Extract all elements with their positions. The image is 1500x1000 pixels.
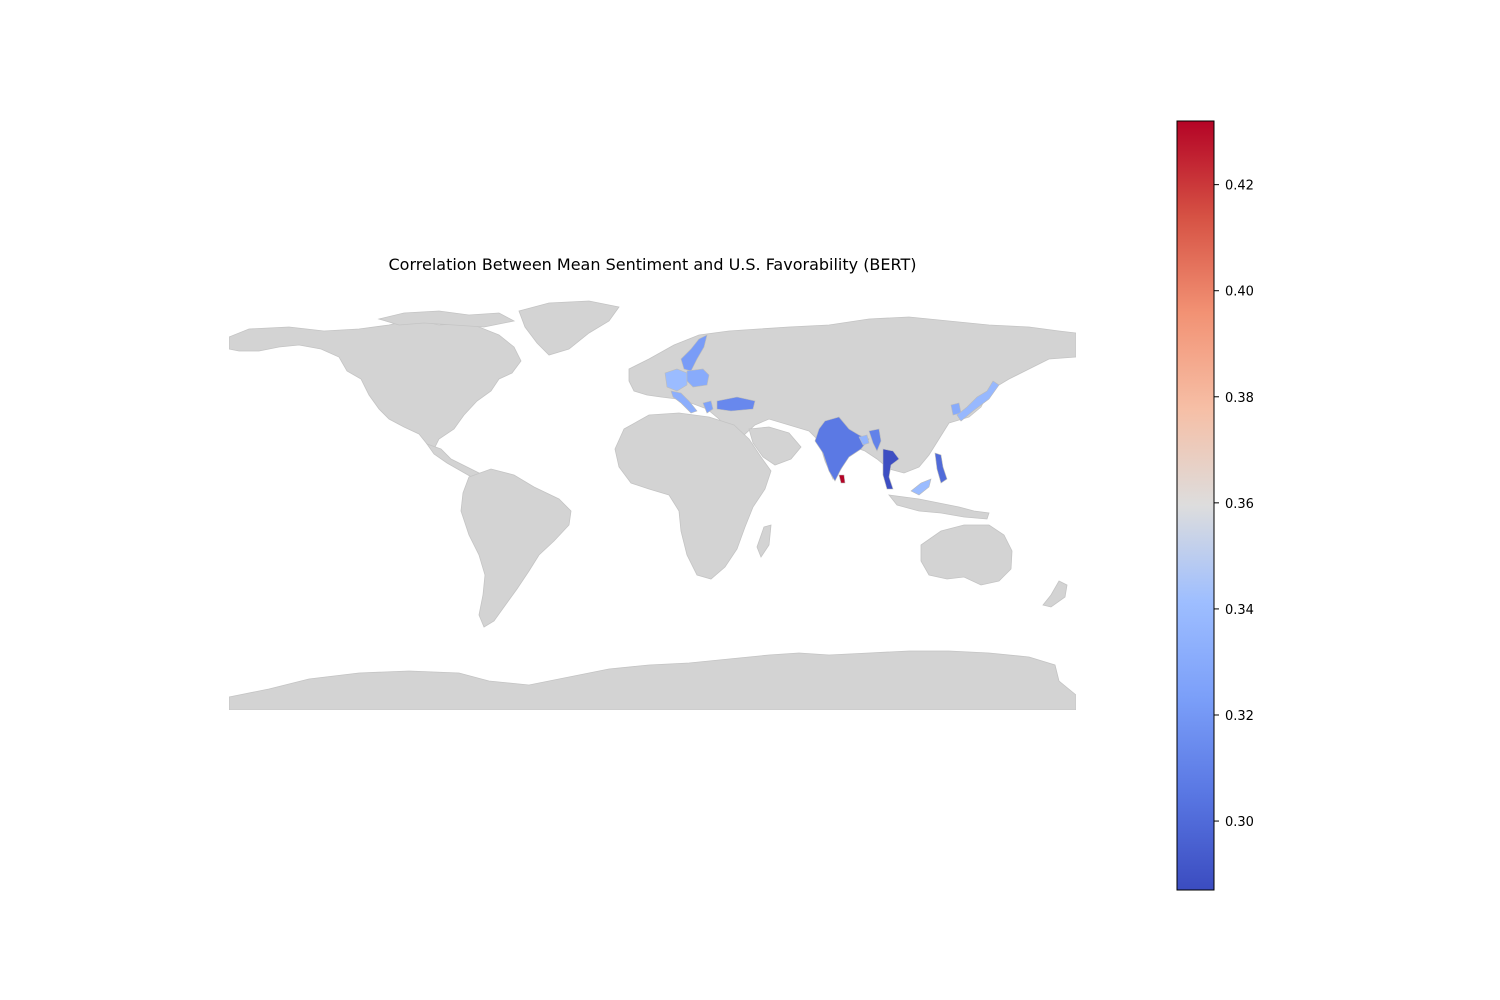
region-bangladesh xyxy=(858,434,870,446)
land-arctic-islands xyxy=(377,310,516,328)
region-thailand xyxy=(882,448,900,490)
region-japan xyxy=(956,380,1000,422)
world-map xyxy=(229,300,1076,710)
colorbar-tick-label: 0.42 xyxy=(1225,179,1254,194)
colorbar-gradient xyxy=(1176,120,1215,891)
colorbar-tick-label: 0.38 xyxy=(1225,391,1254,406)
region-greece xyxy=(702,400,714,414)
colorbar: 0.30 0.32 0.34 0.36 0.38 0.40 0.42 xyxy=(1176,120,1254,891)
countries-with-data xyxy=(664,334,1000,496)
land-indonesia xyxy=(888,494,990,520)
region-turkey xyxy=(716,396,756,412)
colorbar-tick-label: 0.40 xyxy=(1225,285,1254,300)
region-malaysia xyxy=(910,478,932,496)
colorbar-tick-label: 0.32 xyxy=(1225,709,1254,724)
land-no-data xyxy=(229,300,1076,710)
region-philippines xyxy=(934,452,948,484)
land-australia xyxy=(920,524,1013,586)
region-poland xyxy=(686,368,710,388)
colorbar-tick-label: 0.34 xyxy=(1225,603,1254,618)
colorbar-ticks: 0.30 0.32 0.34 0.36 0.38 0.40 0.42 xyxy=(1214,179,1254,830)
region-myanmar xyxy=(868,428,882,452)
land-antarctica xyxy=(229,650,1076,710)
land-south-america xyxy=(460,468,572,628)
land-greenland xyxy=(518,300,620,356)
region-india xyxy=(814,416,870,482)
land-madagascar xyxy=(756,524,772,558)
land-north-america xyxy=(229,318,522,450)
land-africa xyxy=(614,412,772,580)
colorbar-tick-label: 0.36 xyxy=(1225,497,1254,512)
region-germany xyxy=(664,368,688,392)
map-title: Correlation Between Mean Sentiment and U… xyxy=(388,255,917,274)
region-italy xyxy=(670,390,698,414)
land-new-zealand xyxy=(1042,580,1068,608)
land-arabia xyxy=(748,426,802,466)
region-sri-lanka xyxy=(838,474,846,484)
region-sweden xyxy=(680,334,708,372)
colorbar-tick-label: 0.30 xyxy=(1225,815,1254,830)
